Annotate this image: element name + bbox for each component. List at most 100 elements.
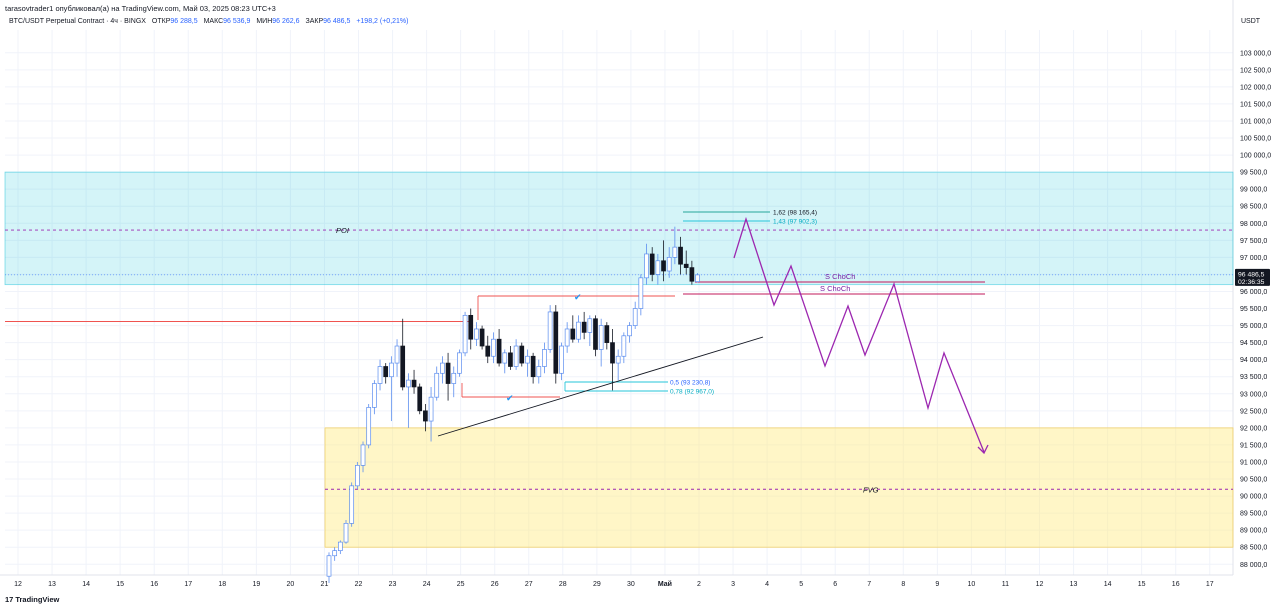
fvg-label: FVG xyxy=(863,485,879,494)
time-tick-label: 23 xyxy=(389,581,397,588)
price-tick-label: 94 000,0 xyxy=(1240,357,1267,364)
price-tick-label: 98 000,0 xyxy=(1240,221,1267,228)
time-tick-label: 10 xyxy=(968,581,976,588)
close-label: ЗАКР xyxy=(305,18,324,25)
check-mark-icon: ✔ xyxy=(506,394,514,404)
candle-body xyxy=(542,349,547,367)
symbol-legend: BTC/USDT Perpetual Contract · 4ч · BINGX… xyxy=(9,18,408,25)
fib-143-label: 1,43 (97 902,3) xyxy=(773,219,817,226)
publisher-line: tarasovtrader1 опубликовал(а) на Trading… xyxy=(5,4,276,13)
time-tick-label: 20 xyxy=(287,581,295,588)
candle-body xyxy=(632,308,638,326)
high-value: 96 536,9 xyxy=(223,18,251,25)
time-tick-label: 27 xyxy=(525,581,533,588)
candle-body xyxy=(343,522,349,543)
price-tick-label: 89 500,0 xyxy=(1240,511,1267,518)
candle-body xyxy=(564,328,570,347)
tradingview-logo[interactable]: 17 TradingView xyxy=(5,595,59,604)
open-value: 96 288,5 xyxy=(170,18,198,25)
candle-body xyxy=(377,366,383,384)
candle-body xyxy=(610,342,615,364)
candle-body xyxy=(457,352,462,374)
candle-body xyxy=(411,379,417,388)
time-tick-label: 14 xyxy=(1104,581,1112,588)
candle-body xyxy=(349,485,355,524)
chart-lines xyxy=(5,211,1233,490)
candle-body xyxy=(326,555,332,577)
close-value: 96 486,5 xyxy=(323,18,351,25)
candle-body xyxy=(383,366,389,378)
currency-label: USDT xyxy=(1241,18,1261,25)
price-axis: 103 000,0 102 500,0 102 000,0 101 500,0 101 … xyxy=(1235,50,1271,569)
price-tick-label: 88 500,0 xyxy=(1240,545,1267,552)
last-price-label: 96 486,5 xyxy=(1238,271,1265,278)
candle-body xyxy=(400,345,406,388)
candle-body xyxy=(519,345,525,364)
candlestick-series xyxy=(326,226,700,584)
candle-body xyxy=(445,362,451,384)
price-tick-label: 90 000,0 xyxy=(1240,494,1267,501)
candle-body xyxy=(621,335,627,357)
candle-body xyxy=(689,267,695,282)
candle-body xyxy=(428,396,434,422)
change-value: +198,2 (+0,21%) xyxy=(356,18,409,25)
candle-body xyxy=(479,328,485,347)
price-tick-label: 93 500,0 xyxy=(1240,374,1267,381)
candle-body xyxy=(451,372,457,384)
candle-body xyxy=(474,328,479,340)
time-axis: 12 13 14 15 16 17 18 19 20 21 22 23 24 25 26 27 28 29 30 Ма… xyxy=(14,580,1214,588)
time-tick-label: 28 xyxy=(559,581,567,588)
price-tick-label: 93 000,0 xyxy=(1240,391,1267,398)
time-tick-label: 8 xyxy=(901,581,905,588)
price-tick-label: 90 500,0 xyxy=(1240,477,1267,484)
candle-body xyxy=(366,407,372,446)
candle-body xyxy=(649,253,655,275)
price-tick-label: 91 500,0 xyxy=(1240,442,1267,449)
candle-body xyxy=(587,318,593,333)
last-price-badge xyxy=(1235,268,1270,286)
price-tick-label: 101 000,0 xyxy=(1240,118,1271,125)
candle-body xyxy=(360,444,366,466)
price-tick-label: 96 000,0 xyxy=(1240,289,1267,296)
time-tick-label: 16 xyxy=(150,581,158,588)
candle-body xyxy=(672,246,678,258)
candle-body xyxy=(576,321,581,340)
open-label: ОТКР xyxy=(151,18,171,25)
candle-body xyxy=(491,338,496,357)
candle-body xyxy=(485,345,491,357)
symbol-title: BTC/USDT Perpetual Contract · 4ч · BINGX xyxy=(9,18,146,25)
time-tick-label: 14 xyxy=(82,581,90,588)
time-tick-label: 17 xyxy=(184,581,192,588)
time-tick-label: 19 xyxy=(252,581,260,588)
time-tick-label: 25 xyxy=(457,581,465,588)
candle-body xyxy=(440,362,445,374)
time-tick-label: 17 xyxy=(1206,581,1214,588)
price-tick-label: 103 000,0 xyxy=(1240,50,1271,57)
candle-body xyxy=(434,372,440,398)
price-tick-label: 101 500,0 xyxy=(1240,101,1271,108)
candle-body xyxy=(355,465,360,487)
poi-zone xyxy=(4,171,1234,286)
time-tick-label: 11 xyxy=(1002,581,1009,588)
candle-body xyxy=(559,345,564,374)
candle-body xyxy=(417,386,423,412)
tradingview-logo-mark: 17 xyxy=(5,595,14,604)
candle-body xyxy=(513,345,519,367)
candle-body xyxy=(394,345,400,364)
candle-body xyxy=(547,311,553,350)
tradingview-logo-text: TradingView xyxy=(15,595,60,604)
chart-drawings xyxy=(437,216,989,455)
candle-body xyxy=(683,263,689,268)
poi-label: POI xyxy=(336,226,349,235)
candle-body xyxy=(389,362,394,378)
time-tick-label: 26 xyxy=(491,581,499,588)
chart-zones xyxy=(4,171,1234,548)
price-tick-label: 99 000,0 xyxy=(1240,187,1267,194)
candle-body xyxy=(598,325,604,350)
candle-body xyxy=(525,355,530,364)
time-tick-label: 21 xyxy=(321,581,329,588)
fib-078-label: 0,78 (92 967,0) xyxy=(670,389,714,396)
candle-body xyxy=(372,383,377,408)
projection-arrow-icon xyxy=(977,444,989,455)
